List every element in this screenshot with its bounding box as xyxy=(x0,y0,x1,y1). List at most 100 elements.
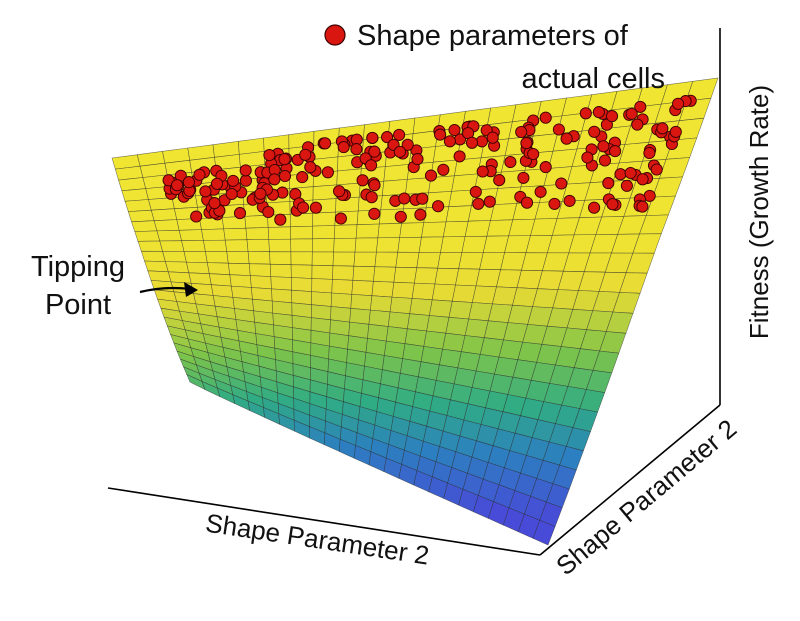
cell-point xyxy=(527,147,540,161)
cell-point xyxy=(465,136,479,149)
surface-cell xyxy=(203,239,228,252)
cell-point xyxy=(434,128,447,141)
cell-point xyxy=(581,151,594,164)
surface-cell xyxy=(311,304,332,321)
cell-point xyxy=(319,137,332,150)
legend-label-line2: actual cells xyxy=(522,63,665,95)
cell-point xyxy=(598,154,612,167)
surface-cell xyxy=(226,251,250,264)
cell-point xyxy=(650,163,663,176)
surface-cell xyxy=(267,226,291,240)
cell-point xyxy=(254,187,267,200)
surface-cell xyxy=(442,220,469,238)
surface-cell xyxy=(249,275,272,290)
cell-point xyxy=(631,118,644,131)
surface-cell xyxy=(270,276,292,291)
cell-point xyxy=(337,141,350,154)
cell-point xyxy=(365,191,378,204)
surface-cell xyxy=(423,330,447,350)
cell-point xyxy=(520,196,534,209)
surface-cell xyxy=(351,280,374,296)
surface-cell xyxy=(464,220,491,237)
surface-cell xyxy=(269,251,292,265)
surface-cell xyxy=(373,266,397,283)
cell-point xyxy=(239,164,252,177)
cell-point xyxy=(199,185,212,198)
y-axis-line xyxy=(539,404,721,556)
cell-point xyxy=(443,135,456,148)
cell-point xyxy=(208,197,221,210)
cell-point xyxy=(268,173,281,186)
surface-cell xyxy=(167,271,192,284)
surface-cell xyxy=(416,252,441,269)
cell-point xyxy=(517,171,530,184)
surface-cell xyxy=(404,328,427,347)
surface-cell xyxy=(312,225,336,240)
cell-point xyxy=(588,125,601,138)
cell-points xyxy=(162,94,697,226)
surface-cell xyxy=(131,220,158,232)
cell-point xyxy=(579,107,592,120)
cell-point xyxy=(297,201,310,214)
surface-cell xyxy=(479,252,505,270)
surface-cell xyxy=(244,215,269,229)
surface-cell xyxy=(399,222,425,238)
cell-point xyxy=(304,161,317,174)
surface-cell xyxy=(330,306,352,323)
surface-cell xyxy=(186,261,210,274)
surface-cell xyxy=(290,264,313,279)
surface-cell xyxy=(426,315,450,334)
cell-point xyxy=(560,132,573,145)
cell-point xyxy=(483,195,496,208)
cell-point xyxy=(469,185,482,198)
cell-point xyxy=(476,165,489,178)
surface-cell xyxy=(349,308,371,325)
surface-cell xyxy=(183,251,208,263)
cell-point xyxy=(393,128,406,141)
surface-cell xyxy=(223,227,248,241)
cell-point xyxy=(606,198,619,211)
x-axis-line xyxy=(107,487,541,556)
surface-cell xyxy=(448,300,473,320)
cell-point xyxy=(602,177,615,190)
surface-cell xyxy=(332,265,355,281)
x-axis-label: Shape Parameter 2 xyxy=(204,508,431,571)
surface-cell xyxy=(368,309,391,327)
cell-point xyxy=(472,197,485,210)
surface-cell xyxy=(201,228,226,241)
surface-cell xyxy=(246,239,270,252)
cell-point xyxy=(296,171,309,184)
tipping-point-annotation: Tipping Point xyxy=(31,251,198,321)
cell-point xyxy=(539,161,552,174)
cell-point xyxy=(609,145,622,158)
surface-cell xyxy=(127,209,155,223)
surface-cell xyxy=(229,274,252,288)
cell-point xyxy=(555,177,568,190)
surface-cell xyxy=(486,219,514,237)
surface-cell xyxy=(150,208,178,221)
cell-point xyxy=(321,166,334,179)
surface-cell xyxy=(395,251,420,268)
cell-point xyxy=(366,131,379,144)
cell-point xyxy=(672,97,685,110)
surface-cell xyxy=(312,211,336,227)
surface-cell xyxy=(291,289,312,306)
cell-point xyxy=(278,169,292,183)
cell-point xyxy=(669,125,682,138)
surface-cell xyxy=(383,164,410,182)
surface-cell xyxy=(350,294,373,311)
cell-point xyxy=(636,173,649,186)
surface-cell xyxy=(330,292,353,309)
surface-cell xyxy=(429,299,453,318)
surface-cell xyxy=(391,281,415,299)
surface-cell xyxy=(374,251,399,268)
cell-point xyxy=(414,208,427,221)
surface-cell xyxy=(455,268,480,287)
surface-cell xyxy=(532,519,556,546)
surface-cell xyxy=(385,326,408,345)
surface-cell xyxy=(181,240,206,252)
cell-point xyxy=(605,110,619,123)
cell-point xyxy=(432,200,445,213)
surface-cell xyxy=(332,251,356,267)
